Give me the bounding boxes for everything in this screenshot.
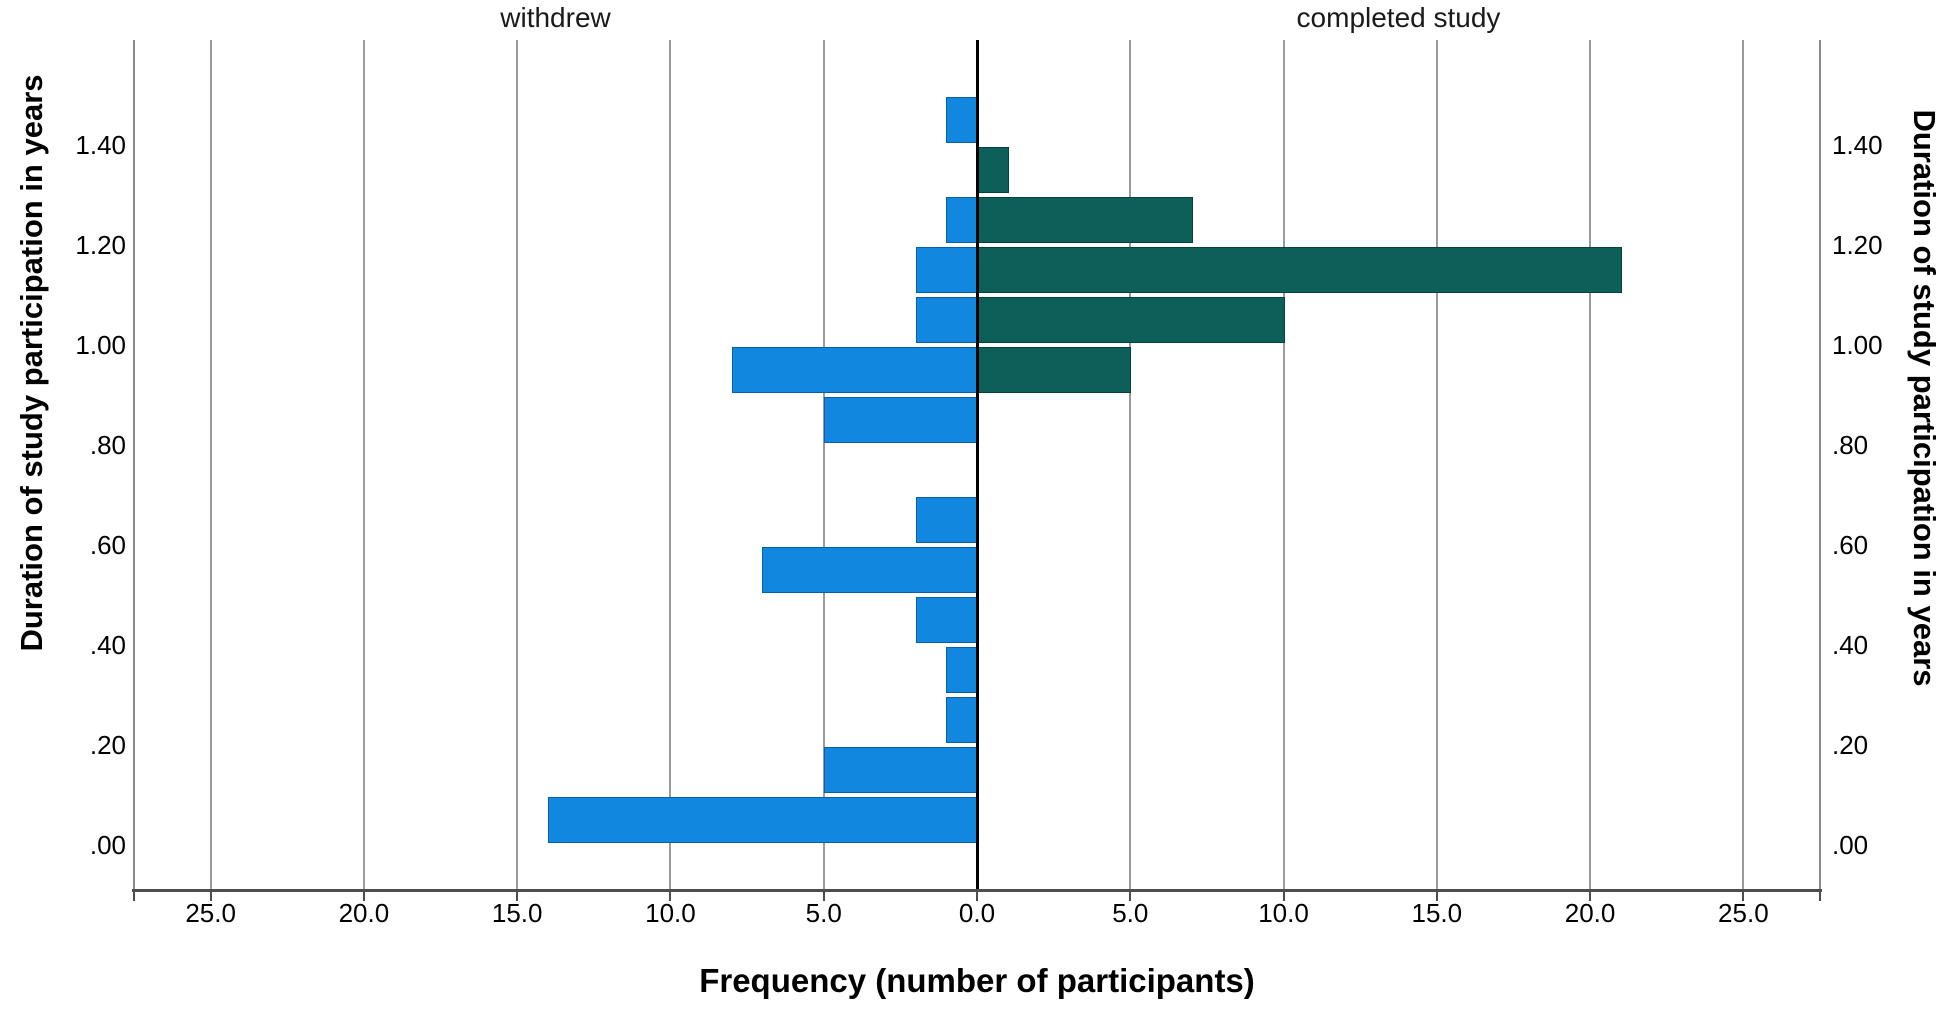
- gridline-x: [209, 40, 212, 889]
- bar-withdrew-bin-0.10: [823, 747, 977, 793]
- panel-title-completed-study: completed study: [1296, 2, 1501, 33]
- gridline-x: [822, 40, 825, 889]
- x-tick-label: 10.0: [645, 898, 696, 928]
- y-tick-label-left: .00: [89, 830, 126, 860]
- bar-withdrew-bin-1.00: [915, 297, 977, 343]
- x-tick-mark: [362, 892, 365, 901]
- x-tick-label: 15.0: [1411, 898, 1463, 928]
- center-axis-divider: [976, 40, 979, 889]
- gridline-x: [1589, 40, 1592, 889]
- x-tick-mark: [1282, 892, 1285, 901]
- x-axis-line: [132, 889, 1822, 892]
- gridline-x: [1435, 40, 1438, 889]
- gridline-x: [516, 40, 519, 889]
- bar-withdrew-bin-1.10: [915, 247, 977, 293]
- x-tick-label: 25.0: [1718, 898, 1769, 928]
- gridline-x: [1129, 40, 1132, 889]
- x-tick-label: 20.0: [1564, 898, 1616, 928]
- y-tick-label-right: .40: [1832, 630, 1869, 660]
- x-tick-mark: [1589, 892, 1592, 901]
- x-tick-mark: [1435, 892, 1438, 901]
- bar-withdrew-bin-0.90: [731, 347, 977, 393]
- x-tick-label: 5.0: [805, 898, 842, 928]
- bar-completed-study-bin-1.00: [978, 297, 1285, 343]
- bar-withdrew-bin-1.20: [946, 197, 977, 243]
- y-tick-label-left: .60: [89, 530, 126, 560]
- bar-withdrew-bin-0.80: [823, 397, 977, 443]
- y-tick-label-left: .20: [89, 730, 126, 760]
- y-tick-label-left: 1.20: [75, 230, 126, 260]
- x-tick-label: 20.0: [338, 898, 390, 928]
- x-tick-label: 25.0: [185, 898, 236, 928]
- y-tick-label-left: 1.40: [75, 130, 126, 160]
- bar-withdrew-bin-0.00: [547, 797, 977, 843]
- y-tick-label-left: 1.00: [75, 330, 126, 360]
- x-tick-mark: [669, 892, 672, 901]
- gridline-x: [1742, 40, 1745, 889]
- bar-completed-study-bin-1.10: [978, 247, 1622, 293]
- y-tick-label-left: .40: [89, 630, 126, 660]
- x-tick-label: 15.0: [491, 898, 543, 928]
- x-tick-mark: [133, 892, 135, 901]
- y-tick-label-right: .60: [1832, 530, 1869, 560]
- x-tick-label: 5.0: [1112, 898, 1149, 928]
- x-tick-label: 0.0: [958, 898, 996, 928]
- x-tick-mark: [1819, 892, 1821, 901]
- bar-withdrew-bin-0.20: [946, 697, 977, 743]
- bar-completed-study-bin-1.30: [978, 147, 1009, 193]
- y-tick-label-right: .20: [1832, 730, 1869, 760]
- x-tick-mark: [516, 892, 519, 901]
- x-tick-mark: [1742, 892, 1745, 901]
- x-tick-mark: [976, 892, 978, 901]
- x-tick-mark: [209, 892, 212, 901]
- panel-title-withdrew: withdrew: [500, 2, 611, 33]
- bar-withdrew-bin-0.40: [915, 597, 977, 643]
- gridline-x: [1282, 40, 1285, 889]
- x-tick-mark: [822, 892, 825, 901]
- gridline-x: [362, 40, 365, 889]
- y-tick-label-right: 1.00: [1832, 330, 1883, 360]
- y-tick-label-left: .80: [89, 430, 126, 460]
- gridline-x: [669, 40, 672, 889]
- frame-right: [1819, 40, 1821, 889]
- frame-left: [133, 40, 135, 889]
- x-axis-title: Frequency (number of participants): [699, 962, 1255, 999]
- bar-withdrew-bin-0.50: [762, 547, 977, 593]
- y-tick-label-right: 1.20: [1832, 230, 1883, 260]
- bar-withdrew-bin-1.40: [946, 97, 977, 143]
- x-tick-mark: [1129, 892, 1132, 901]
- bar-withdrew-bin-0.60: [915, 497, 977, 543]
- bar-withdrew-bin-0.30: [946, 647, 977, 693]
- bar-completed-study-bin-0.90: [978, 347, 1132, 393]
- bar-completed-study-bin-1.20: [978, 197, 1193, 243]
- y-tick-label-right: .80: [1832, 430, 1869, 460]
- y-tick-label-right: .00: [1832, 830, 1869, 860]
- x-tick-label: 10.0: [1258, 898, 1309, 928]
- y-tick-label-right: 1.40: [1832, 130, 1883, 160]
